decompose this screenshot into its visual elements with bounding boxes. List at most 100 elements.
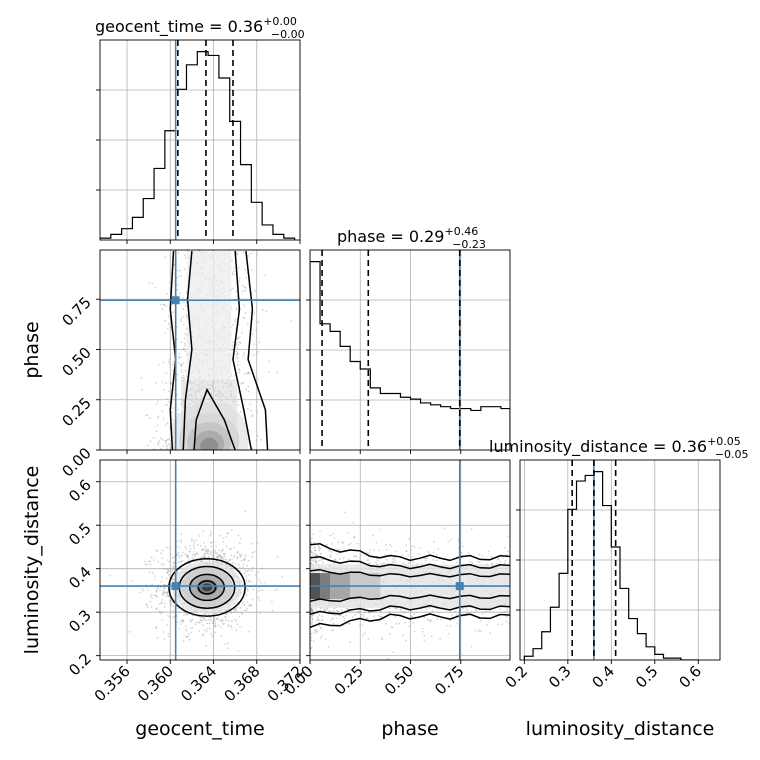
sample-point xyxy=(236,552,239,554)
sample-point xyxy=(167,360,170,363)
sample-point xyxy=(180,363,183,366)
sample-point xyxy=(385,548,388,551)
sample-point xyxy=(506,535,509,538)
sample-point xyxy=(200,616,203,618)
sample-point xyxy=(456,622,458,625)
sample-point xyxy=(176,373,179,376)
sample-point xyxy=(349,641,351,644)
x-tick-label: 0.360 xyxy=(134,662,177,705)
sample-point xyxy=(241,613,243,615)
sample-point xyxy=(366,617,369,620)
sample-point xyxy=(177,356,180,358)
sample-point xyxy=(245,578,248,580)
sample-point xyxy=(319,552,322,555)
sample-point xyxy=(251,598,254,601)
sample-point xyxy=(435,559,438,562)
sample-point xyxy=(172,566,175,569)
sample-point xyxy=(198,630,201,632)
sample-point xyxy=(251,542,253,545)
sample-point xyxy=(248,569,251,572)
sample-point xyxy=(234,610,237,612)
sample-point xyxy=(365,617,368,620)
sample-point xyxy=(497,623,500,626)
sample-point xyxy=(319,547,322,550)
sample-point xyxy=(181,376,184,379)
sample-point xyxy=(247,255,250,257)
panel-distance-vs-geocent-time xyxy=(100,460,300,660)
sample-point xyxy=(247,559,250,562)
sample-point xyxy=(232,287,235,290)
sample-point xyxy=(151,593,154,596)
sample-point xyxy=(236,556,239,558)
sample-point xyxy=(180,369,183,371)
sample-point xyxy=(173,561,176,564)
sample-point xyxy=(239,555,242,558)
sample-point xyxy=(499,608,502,611)
sample-point xyxy=(160,612,163,615)
sample-point xyxy=(148,560,150,563)
sample-point xyxy=(237,336,240,339)
sample-point xyxy=(257,351,260,353)
sample-point xyxy=(203,613,206,616)
sample-point xyxy=(159,303,162,306)
sample-point xyxy=(420,608,423,611)
sample-point xyxy=(496,558,499,561)
sample-point xyxy=(234,603,236,605)
sample-point xyxy=(253,343,256,346)
sample-point xyxy=(235,318,237,321)
sample-point xyxy=(404,621,407,624)
sample-point xyxy=(347,558,350,561)
sample-point xyxy=(447,540,450,543)
sample-point xyxy=(157,417,159,419)
sample-point xyxy=(166,446,168,448)
sample-point xyxy=(311,609,314,612)
sample-point xyxy=(250,581,253,583)
sample-point xyxy=(130,579,133,582)
sample-point xyxy=(202,549,205,551)
sample-point xyxy=(318,619,320,621)
sample-point xyxy=(237,360,240,363)
sample-point xyxy=(220,635,223,638)
contour xyxy=(310,594,510,603)
sample-point xyxy=(359,615,362,618)
sample-point xyxy=(159,447,162,450)
sample-point xyxy=(244,289,246,292)
sample-point xyxy=(235,629,238,632)
histogram-luminosity_distance xyxy=(523,471,699,660)
sample-point xyxy=(160,601,162,604)
sample-point xyxy=(310,546,312,548)
sample-point xyxy=(249,603,252,606)
sample-point xyxy=(153,578,156,581)
sample-point xyxy=(230,611,232,614)
sample-point xyxy=(310,639,312,642)
sample-point xyxy=(390,545,393,547)
sample-point xyxy=(358,557,361,559)
sample-point xyxy=(281,575,283,578)
sample-point xyxy=(234,562,237,565)
sample-point xyxy=(163,303,166,306)
sample-point xyxy=(230,554,233,557)
contour xyxy=(193,387,236,450)
sample-point xyxy=(213,616,216,618)
sample-point xyxy=(184,344,187,347)
sample-point xyxy=(346,608,349,610)
sample-point xyxy=(310,636,313,639)
sample-point xyxy=(329,534,332,537)
sample-point xyxy=(247,390,250,393)
sample-point xyxy=(149,595,152,598)
sample-point xyxy=(418,553,421,556)
sample-point xyxy=(254,290,257,292)
sample-point xyxy=(167,443,170,445)
sample-point xyxy=(228,559,231,562)
sample-point xyxy=(455,614,458,616)
sample-point xyxy=(177,561,180,564)
sample-point xyxy=(470,645,473,648)
sample-point xyxy=(221,549,224,552)
sample-point xyxy=(506,610,509,613)
sample-point xyxy=(165,304,167,307)
sample-point xyxy=(329,619,331,622)
sample-point xyxy=(181,364,184,366)
y-tick-label: 0.3 xyxy=(65,606,95,636)
sample-point xyxy=(251,551,254,554)
sample-point xyxy=(166,398,168,400)
